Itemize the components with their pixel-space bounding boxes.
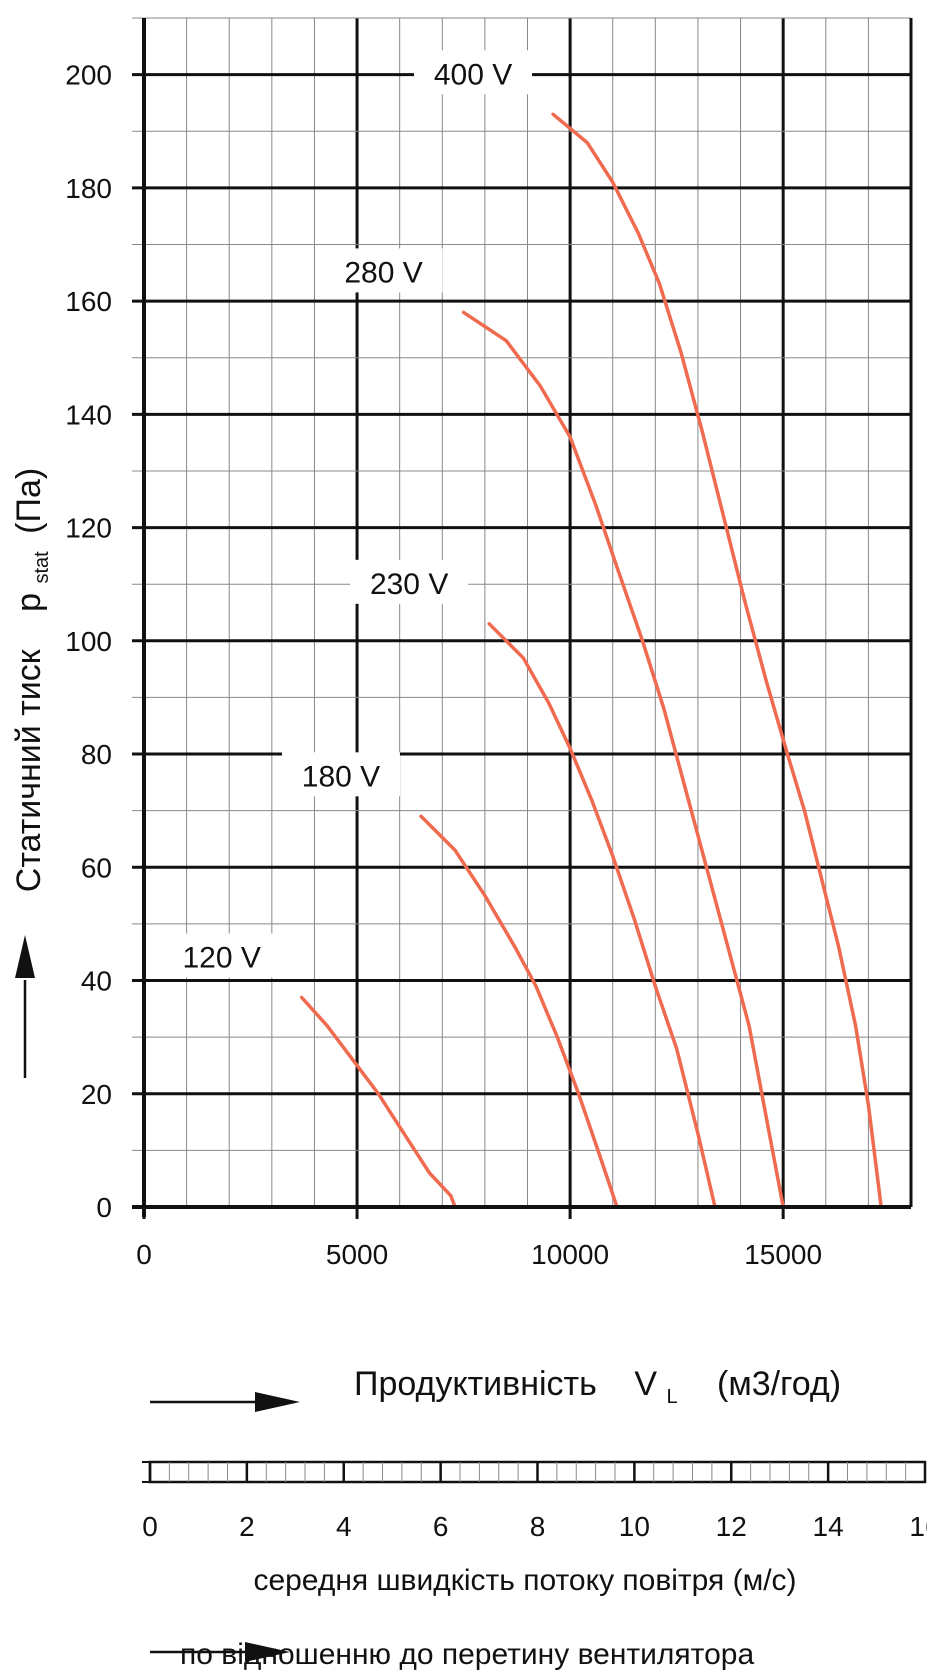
- x-tick-label: 15000: [744, 1239, 822, 1270]
- x-tick-label: 5000: [326, 1239, 388, 1270]
- curve-label-background: [162, 933, 281, 978]
- svg-text:Продуктивність V L: Продуктивність V L (м3/год): [354, 1365, 841, 1411]
- curve-400v: [551, 112, 883, 1209]
- x-axis-arrow-icon: [150, 1392, 300, 1412]
- x-tick-label: 10000: [531, 1239, 609, 1270]
- plot-curves: [299, 112, 883, 1209]
- secondary-arrow-icon: [150, 1642, 290, 1662]
- curve-labels: 120 V 180 V 230 V 280 V 400 V: [162, 50, 533, 978]
- y-tick-label: 60: [81, 852, 112, 883]
- y-tick-label: 40: [81, 966, 112, 997]
- y-tick-label: 180: [65, 173, 112, 204]
- x-axis-label: Продуктивність: [354, 1365, 597, 1403]
- air-velocity-tick-label: 6: [433, 1511, 449, 1542]
- y-tick-label: 20: [81, 1079, 112, 1110]
- svg-text:Статичний тиск p s: Статичний тиск p stat (Па): [10, 468, 56, 892]
- y-tick-label: 120: [65, 513, 112, 544]
- air-velocity-label: середня швидкість потоку повітря (м/с): [253, 1564, 796, 1597]
- y-tick-label: 100: [65, 626, 112, 657]
- curve-label: 120 V: [182, 942, 260, 975]
- plot-grid: [132, 17, 912, 1209]
- y-tick-label: 0: [96, 1192, 112, 1223]
- air-velocity-tick-label: 0: [142, 1511, 158, 1542]
- air-velocity-tick-label: 12: [716, 1511, 747, 1542]
- curve-label: 280 V: [344, 256, 422, 289]
- air-velocity-tick-label: 2: [239, 1511, 255, 1542]
- y-axis-unit: (Па): [10, 468, 48, 534]
- x-axis-subscript: L: [666, 1386, 677, 1408]
- air-velocity-scale: [142, 1460, 927, 1484]
- axes: [132, 18, 913, 1219]
- curve-180v: [419, 814, 619, 1209]
- curve-280v: [461, 310, 785, 1209]
- y-axis-arrow-icon: [15, 935, 35, 1078]
- curve-230v: [487, 622, 717, 1209]
- curve-label-background: [324, 248, 443, 293]
- curve-120v: [299, 995, 457, 1209]
- air-velocity-tick-label: 8: [530, 1511, 546, 1542]
- curve-label-background: [414, 50, 533, 95]
- y-axis-label: Статичний тиск: [10, 648, 48, 892]
- y-axis-symbol: p: [10, 593, 48, 612]
- curve-label-background: [350, 559, 469, 604]
- x-tick-label: 0: [136, 1239, 152, 1270]
- x-axis-symbol: V: [634, 1365, 657, 1403]
- y-tick-label: 140: [65, 399, 112, 430]
- x-axis-unit: (м3/год): [717, 1365, 841, 1403]
- air-velocity-tick-labels: 0 2 4 6 8 10 12 14 16: [142, 1511, 927, 1542]
- curve-label: 180 V: [302, 760, 380, 793]
- air-velocity-tick-label: 14: [813, 1511, 844, 1542]
- air-velocity-tick-label: 10: [619, 1511, 650, 1542]
- y-tick-label: 160: [65, 286, 112, 317]
- air-velocity-tick-label: 16: [909, 1511, 927, 1542]
- y-tick-label: 80: [81, 739, 112, 770]
- tick-labels: 0 20 40 60 80 100 120 140 160 180 200 0 5000 10000 150…: [65, 60, 822, 1270]
- air-velocity-tick-label: 4: [336, 1511, 352, 1542]
- y-axis-label-group: Статичний тиск p stat (Па): [10, 468, 56, 892]
- curve-label-background: [281, 752, 400, 797]
- curve-label: 400 V: [434, 58, 512, 91]
- curve-label: 230 V: [370, 568, 448, 601]
- y-axis-subscript: stat: [31, 551, 53, 584]
- air-velocity-label-line2: по відношенню до перетину вентилятора: [180, 1638, 754, 1670]
- y-tick-label: 200: [65, 60, 112, 91]
